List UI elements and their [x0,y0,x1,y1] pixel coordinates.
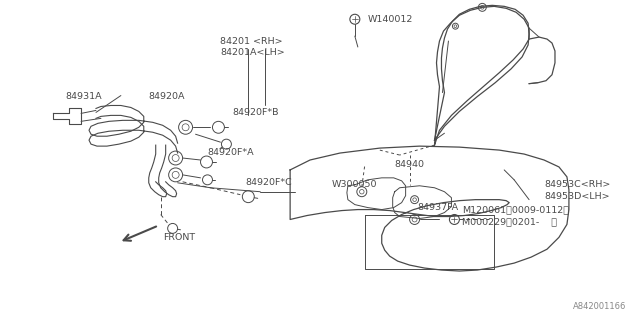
Text: 84953D<LH>: 84953D<LH> [544,192,610,201]
Text: 84940: 84940 [395,160,425,170]
Text: A842001166: A842001166 [573,302,627,311]
Text: W140012: W140012 [368,15,413,24]
Text: FRONT: FRONT [163,233,195,242]
Text: M120061、0009-0112、: M120061、0009-0112、 [462,205,570,214]
Text: 84201A<LH>: 84201A<LH> [220,48,285,57]
Text: 84953C<RH>: 84953C<RH> [544,180,611,189]
Text: W300050: W300050 [332,180,378,189]
Text: 84920A: 84920A [148,92,185,101]
Text: 84920F*B: 84920F*B [232,108,279,117]
Text: M000229、0201-    、: M000229、0201- 、 [462,217,557,226]
Text: 84920F*A: 84920F*A [207,148,254,156]
Text: 84201 <RH>: 84201 <RH> [220,36,283,45]
Text: 84931A: 84931A [65,92,102,101]
Text: 84937FA: 84937FA [417,203,459,212]
Text: 84920F*C: 84920F*C [245,178,292,187]
